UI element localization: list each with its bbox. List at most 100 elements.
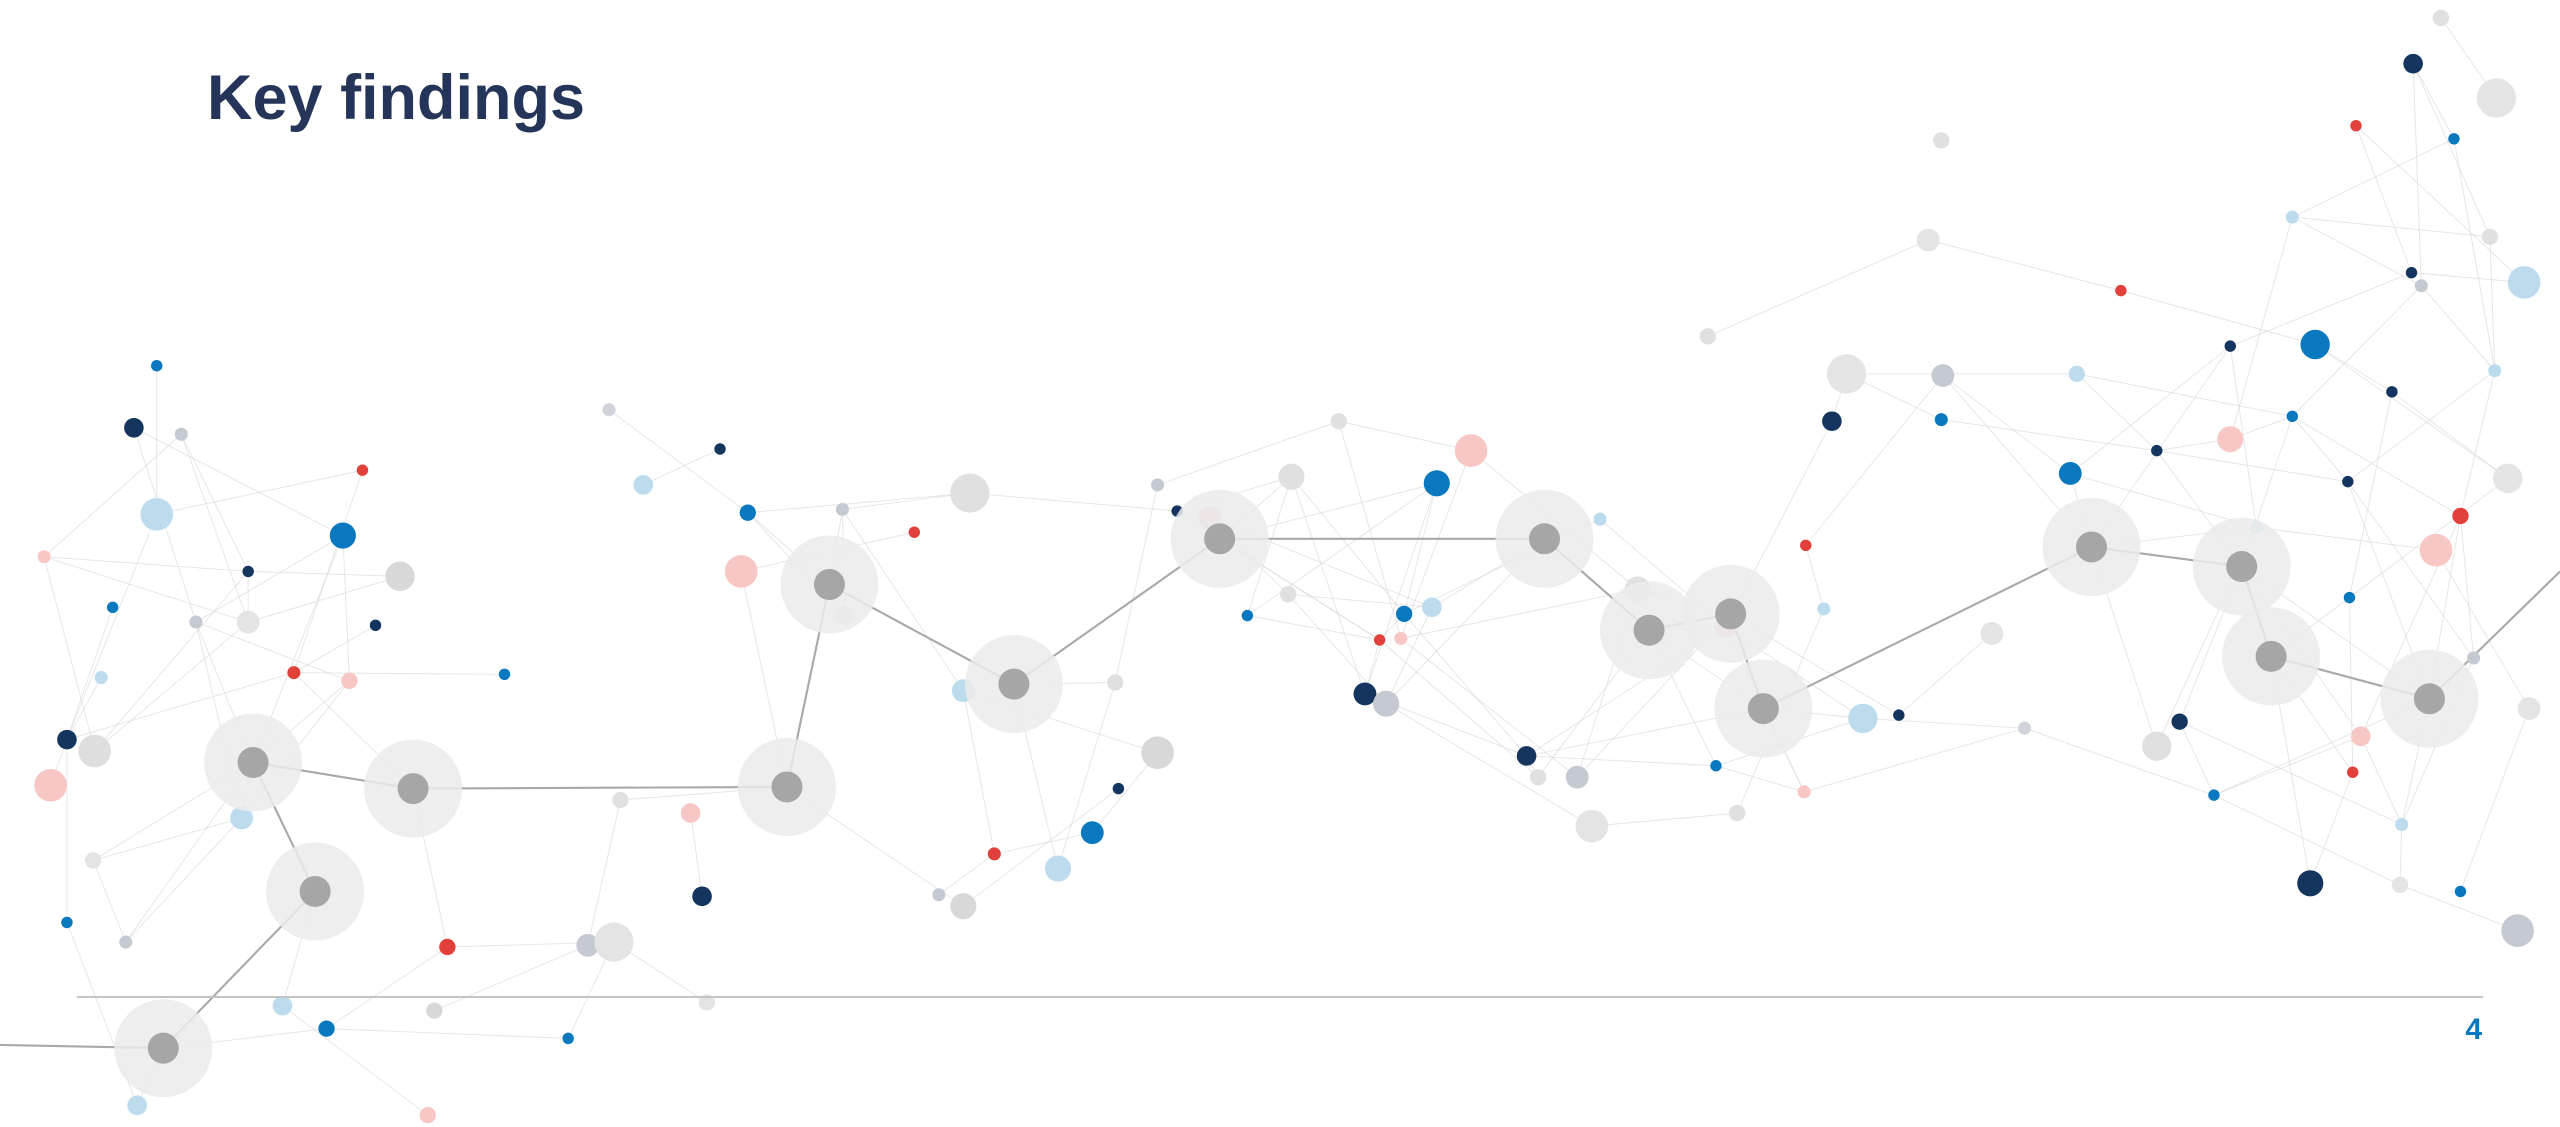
dot — [932, 888, 945, 901]
dot — [2477, 78, 2516, 117]
dot — [2406, 267, 2417, 278]
dot — [78, 735, 111, 768]
dot — [1566, 766, 1589, 789]
dot — [107, 602, 118, 613]
mesh-edge — [1386, 607, 1432, 703]
dot — [909, 527, 920, 538]
dot — [2386, 386, 2397, 397]
hub — [398, 773, 429, 804]
mesh-edge — [2400, 825, 2402, 885]
slide: Key findings 4 (() => { const data = JSO… — [0, 0, 2560, 1127]
mesh-edge — [2157, 451, 2348, 482]
dot — [1141, 736, 1174, 769]
dot — [273, 996, 293, 1016]
dot — [1798, 785, 1811, 798]
dot — [95, 671, 108, 684]
mesh-edge — [1291, 477, 1364, 694]
mesh-edge — [2361, 736, 2402, 824]
mesh-edge — [970, 493, 1177, 511]
mesh-edge — [1899, 633, 1992, 715]
dot — [988, 847, 1001, 860]
hub — [2076, 531, 2107, 562]
hub — [771, 771, 802, 802]
dot — [2395, 818, 2408, 831]
dot — [1917, 229, 1940, 252]
dot — [1817, 602, 1830, 615]
hub — [148, 1033, 179, 1064]
dot — [2392, 877, 2408, 893]
mesh-edge — [1592, 813, 1737, 826]
mesh-edge — [434, 945, 587, 1010]
dot — [2433, 10, 2449, 26]
dot — [1848, 704, 1877, 733]
hub — [238, 747, 269, 778]
mesh-edge — [2292, 217, 2421, 286]
dot — [1700, 328, 1716, 344]
dot — [1331, 413, 1347, 429]
dot — [2403, 54, 2423, 74]
dot — [426, 1002, 442, 1018]
dot — [1280, 586, 1296, 602]
dot — [124, 418, 144, 438]
hub — [2226, 551, 2257, 582]
mesh-edge — [343, 536, 350, 681]
dot — [2448, 133, 2459, 144]
mesh-edge — [2230, 217, 2292, 439]
dot — [2171, 713, 2187, 729]
dot — [189, 616, 202, 629]
dot — [2467, 651, 2480, 664]
dot — [2142, 731, 2171, 760]
mesh-edge — [1708, 240, 1928, 336]
mesh-edge — [748, 493, 970, 513]
dot — [1081, 821, 1104, 844]
mesh-edge — [93, 860, 126, 942]
mesh-edge — [44, 557, 95, 751]
dot — [1530, 769, 1546, 785]
mesh-edge — [93, 818, 242, 860]
dot — [2455, 886, 2466, 897]
mesh-edge — [294, 673, 505, 675]
dot — [1827, 354, 1866, 393]
dot — [1374, 634, 1385, 645]
mesh-edge — [2292, 139, 2454, 217]
dot — [2342, 476, 2353, 487]
mesh-edge — [181, 434, 248, 622]
mesh-edge — [196, 536, 343, 623]
mesh-edge — [2460, 709, 2529, 892]
mesh-edge — [248, 571, 400, 576]
mesh-edge — [2411, 273, 2524, 283]
hub — [998, 669, 1029, 700]
mesh-edge — [2349, 598, 2352, 773]
dot — [836, 503, 849, 516]
mesh-edge — [1928, 240, 2121, 291]
dot — [602, 403, 615, 416]
hub — [1715, 598, 1746, 629]
mesh-edge — [1339, 421, 1471, 450]
mesh-edge — [1527, 756, 1716, 766]
hub — [1204, 523, 1235, 554]
dot — [57, 730, 77, 750]
dot — [1800, 540, 1811, 551]
dot — [127, 1096, 147, 1116]
dot — [714, 443, 725, 454]
dot — [2347, 767, 2358, 778]
hub — [1634, 615, 1665, 646]
mesh-edge — [2025, 728, 2214, 795]
dot — [420, 1107, 436, 1123]
mesh-edge — [1404, 614, 1526, 756]
dot — [1373, 691, 1399, 717]
mesh-edge — [1941, 420, 2157, 451]
dot — [950, 893, 976, 919]
dot — [2286, 211, 2299, 224]
mesh-edge — [2421, 286, 2494, 371]
dot — [633, 475, 653, 495]
dot — [2508, 266, 2541, 299]
dot — [1931, 364, 1954, 387]
mesh-edge — [2348, 482, 2474, 658]
mesh-edge — [2454, 139, 2495, 371]
dot — [439, 939, 455, 955]
dot — [1278, 464, 1304, 490]
path-edge — [1763, 547, 2091, 709]
dot — [2351, 727, 2371, 747]
dot — [725, 555, 758, 588]
